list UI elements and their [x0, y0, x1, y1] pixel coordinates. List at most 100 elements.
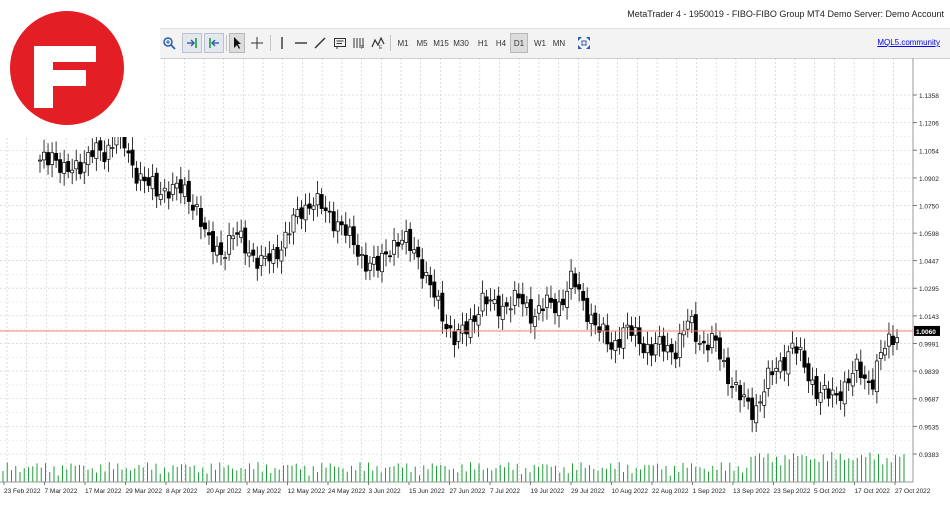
candle-bullish: [645, 344, 650, 354]
price-chart[interactable]: 1.1358 1.1206 1.1054 1.0902 1.0750 1.0598 1.04…: [0, 58, 950, 500]
timeframe-m5-button[interactable]: M5: [416, 38, 428, 48]
candle-bullish: [158, 194, 163, 200]
candle-bearish: [440, 292, 445, 322]
timeframe-w1-button[interactable]: W1: [534, 38, 546, 48]
candle-bearish: [319, 194, 324, 209]
candle-bearish: [198, 208, 203, 227]
candle-bullish: [194, 204, 199, 207]
candle-bearish: [416, 246, 421, 258]
candle-bearish: [255, 257, 260, 269]
candle-bullish: [82, 162, 87, 173]
candle-bullish: [380, 252, 384, 273]
candle-bearish: [617, 339, 622, 348]
candle-bullish: [822, 385, 827, 390]
fibo-logo: [0, 0, 160, 137]
timeframe-h1-button[interactable]: H1: [477, 38, 489, 48]
mql5-community-link[interactable]: MQL5.community: [877, 38, 940, 47]
candle-bearish: [540, 308, 545, 312]
price-tick-label: 0.9839: [919, 369, 939, 376]
timeframe-m15-button[interactable]: M15: [433, 38, 449, 48]
timeframe-mn-button[interactable]: MN: [552, 38, 566, 48]
candle-bullish: [762, 391, 767, 406]
candle-bullish: [850, 372, 855, 387]
time-tick-label: 2 May 2022: [247, 488, 281, 495]
crosshair-icon[interactable]: [248, 33, 266, 53]
candle-bearish: [866, 380, 871, 384]
candle-bearish: [669, 344, 674, 353]
text-label-icon[interactable]: [331, 33, 349, 53]
current-price-tag: [914, 325, 940, 336]
candle-bullish: [436, 295, 441, 301]
candle-bearish: [649, 344, 654, 356]
autoscroll-icon[interactable]: [204, 33, 224, 53]
price-tick-label: 0.9383: [919, 452, 939, 459]
candle-bullish: [697, 342, 702, 345]
candle-bearish: [428, 274, 433, 286]
candle-bearish: [464, 321, 469, 335]
candle-bearish: [275, 246, 280, 260]
candle-bullish: [295, 209, 300, 218]
candle-bullish: [524, 302, 529, 308]
candle-bearish: [609, 342, 614, 350]
candle-bearish: [701, 340, 706, 344]
fibonacci-icon[interactable]: F: [350, 33, 368, 53]
time-tick-label: 1 Sep 2022: [693, 488, 727, 495]
chart-shift-icon[interactable]: [182, 33, 202, 53]
cursor-icon[interactable]: [229, 33, 245, 53]
price-tick-label: 1.1054: [919, 148, 939, 155]
candle-bullish: [424, 272, 429, 276]
price-tick-label: 1.0295: [919, 286, 939, 293]
timeframe-m30-button[interactable]: M30: [453, 38, 469, 48]
candle-bullish: [488, 299, 493, 302]
timeframe-m1-button[interactable]: M1: [397, 38, 409, 48]
time-tick-label: 12 May 2022: [288, 488, 326, 495]
candle-bullish: [468, 318, 473, 338]
candle-bearish: [331, 211, 336, 232]
candle-bearish: [207, 232, 211, 236]
candle-bearish: [718, 337, 722, 360]
candle-bearish: [452, 330, 457, 346]
candle-bullish: [874, 360, 879, 393]
candle-bearish: [520, 294, 525, 305]
candle-bullish: [895, 337, 899, 344]
candle-bearish: [299, 207, 304, 219]
timeframe-d1-button[interactable]: D1: [510, 33, 528, 53]
candle-bullish: [842, 381, 847, 405]
fullscreen-icon[interactable]: [575, 33, 593, 53]
candle-bearish: [178, 179, 183, 194]
candle-bearish: [693, 314, 698, 342]
candle-bullish: [545, 294, 549, 308]
candle-bullish: [227, 235, 232, 255]
candle-bearish: [504, 302, 509, 307]
candle-bearish: [307, 203, 312, 209]
candle-bearish: [444, 323, 449, 330]
candle-bullish: [625, 324, 630, 328]
timeframe-h4-button[interactable]: H4: [495, 38, 507, 48]
candle-bearish: [496, 295, 501, 317]
candle-bullish: [778, 360, 783, 373]
candle-bearish: [408, 228, 413, 251]
candle-bullish: [162, 187, 167, 192]
candle-bullish: [887, 333, 891, 347]
candle-bullish: [110, 147, 115, 149]
candle-bullish: [291, 214, 296, 233]
candle-bearish: [78, 161, 83, 175]
candle-bullish: [854, 358, 859, 371]
time-tick-label: 8 Apr 2022: [166, 488, 198, 495]
candle-bearish: [846, 378, 851, 384]
candle-bullish: [532, 316, 537, 327]
candle-bullish: [758, 401, 763, 404]
candle-bearish: [802, 350, 807, 368]
candle-bearish: [806, 363, 811, 382]
candle-bullish: [223, 257, 228, 259]
elliott-wave-icon[interactable]: E: [369, 33, 387, 53]
candle-bearish: [770, 371, 775, 376]
zoom-in-icon[interactable]: [160, 33, 178, 53]
horizontal-line-icon[interactable]: [292, 33, 310, 53]
candle-bearish: [484, 296, 489, 305]
vertical-line-icon[interactable]: [274, 33, 290, 53]
candle-bullish: [259, 255, 264, 266]
candle-bearish: [553, 299, 557, 314]
trendline-icon[interactable]: [311, 33, 329, 53]
chart-canvas[interactable]: 1.1358 1.1206 1.1054 1.0902 1.0750 1.0598 1.04…: [0, 58, 950, 500]
